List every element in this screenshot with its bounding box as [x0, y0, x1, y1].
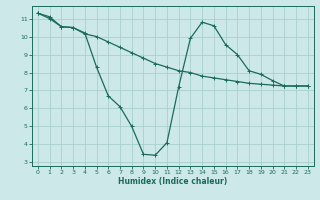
X-axis label: Humidex (Indice chaleur): Humidex (Indice chaleur)	[118, 177, 228, 186]
